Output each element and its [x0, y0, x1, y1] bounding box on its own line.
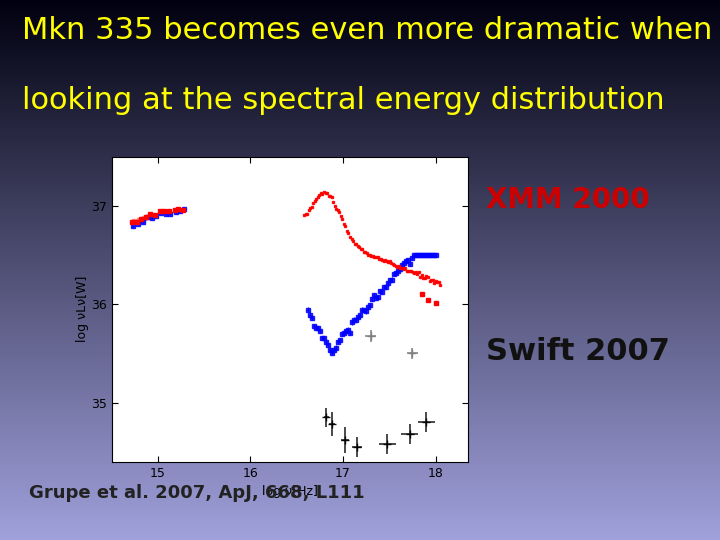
Y-axis label: log νLν[W]: log νLν[W] [76, 276, 89, 342]
X-axis label: log ν[Hz]: log ν[Hz] [262, 485, 318, 498]
Text: Grupe et al. 2007, ApJ, 668, L111: Grupe et al. 2007, ApJ, 668, L111 [29, 484, 364, 502]
Text: XMM 2000: XMM 2000 [486, 186, 649, 214]
Text: Mkn 335 becomes even more dramatic when: Mkn 335 becomes even more dramatic when [22, 16, 712, 45]
Text: Swift 2007: Swift 2007 [486, 336, 670, 366]
Text: looking at the spectral energy distribution: looking at the spectral energy distribut… [22, 86, 665, 116]
